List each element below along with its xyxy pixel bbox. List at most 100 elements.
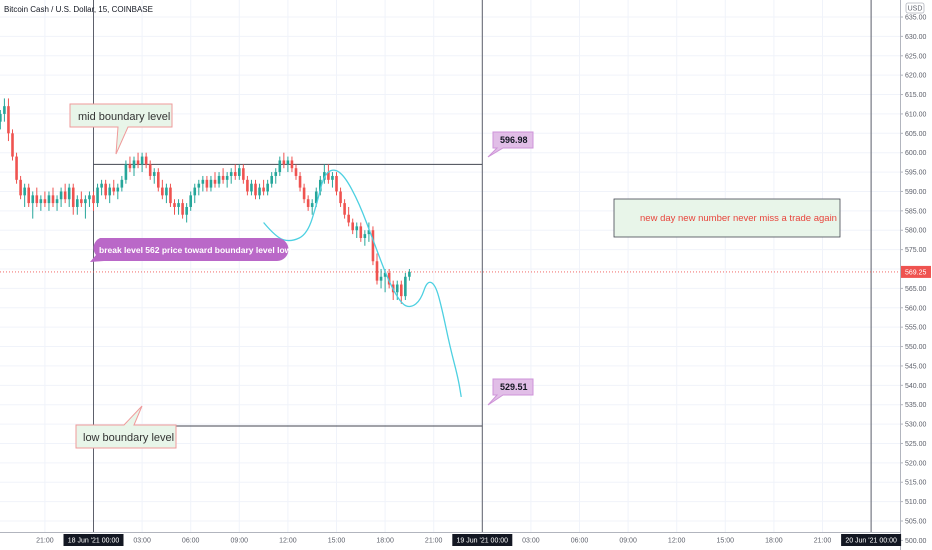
right-note-label: new day new number never miss a trade ag…	[640, 213, 837, 224]
price-tick-label: 500.00	[905, 538, 927, 545]
candle-body	[100, 183, 103, 188]
candle-body	[404, 276, 407, 297]
current-price-label: 569.25	[905, 269, 927, 276]
candle-body	[278, 160, 282, 173]
candle	[15, 152, 18, 184]
candle	[331, 172, 334, 188]
candle-body	[339, 191, 342, 204]
candle	[242, 164, 245, 184]
candle	[323, 164, 326, 184]
candle-body	[104, 183, 107, 196]
candle-body	[217, 175, 221, 184]
time-tick-label: 21:00	[36, 538, 54, 545]
candle	[100, 179, 103, 196]
candle-body	[67, 187, 71, 200]
lower-level-label: 529.51	[500, 382, 528, 392]
candle-body	[43, 199, 47, 204]
price-tick-label: 560.00	[905, 305, 927, 312]
candle	[157, 168, 160, 192]
candle-body	[205, 179, 209, 188]
candle	[225, 172, 229, 188]
candle	[282, 152, 286, 169]
candle	[43, 191, 47, 207]
candle-body	[343, 203, 346, 215]
price-tick-label: 505.00	[905, 519, 927, 526]
candle-body	[84, 199, 87, 204]
time-axis-bg	[0, 532, 900, 550]
time-tick-label: 12:00	[279, 538, 297, 545]
price-axis[interactable]: USD 500.00 505.00 510.00 515.00 520.00 525.00 5…	[900, 0, 932, 550]
currency-badge-box	[905, 2, 925, 14]
candle-body	[201, 179, 205, 184]
candle	[161, 179, 164, 200]
candle	[238, 164, 241, 180]
candle-body	[233, 172, 237, 176]
date-badge-bg	[452, 534, 513, 546]
candle	[88, 191, 91, 207]
candle	[367, 222, 371, 242]
price-tick-label: 525.00	[905, 441, 927, 448]
candle-body	[15, 156, 18, 180]
price-tick-label: 535.00	[905, 402, 927, 409]
candle	[84, 195, 87, 219]
candle	[298, 172, 302, 192]
date-badge: 19 Jun '21 00:00	[452, 534, 513, 546]
price-tick-label: 530.00	[905, 422, 927, 429]
candle	[165, 183, 168, 204]
candle-body	[331, 175, 334, 180]
time-tick-label: 15:00	[717, 538, 735, 545]
price-tick-label: 515.00	[905, 480, 927, 487]
candle-body	[367, 230, 371, 235]
time-axis[interactable]: 21:00 18 Jun '21 00:00 03:00 06:00 09:00 12:0…	[0, 532, 902, 550]
time-tick-label: 03:00	[522, 538, 540, 545]
candle-body	[298, 175, 302, 188]
date-badge-label: 18 Jun '21 00:00	[68, 538, 120, 545]
candle	[7, 98, 10, 142]
candle-body	[80, 199, 83, 204]
candle-body	[185, 206, 188, 215]
candle-body	[31, 195, 35, 204]
date-badge-label: 19 Jun '21 00:00	[457, 538, 509, 545]
candle	[148, 160, 152, 180]
price-tick-label: 555.00	[905, 325, 927, 332]
date-badge-label: 20 Jun '21 00:00	[845, 538, 897, 545]
candle	[359, 222, 363, 242]
candle-body	[3, 106, 6, 114]
candle	[108, 183, 111, 204]
time-tick-label: 06:00	[571, 538, 589, 545]
candle-body	[229, 172, 233, 176]
current-price-badge: 569.25	[901, 265, 931, 278]
candle	[27, 183, 30, 207]
date-badge: 18 Jun '21 00:00	[63, 534, 124, 546]
candle	[371, 226, 375, 266]
candle	[116, 183, 120, 200]
candle	[217, 172, 221, 188]
annotations: mid boundary level low boundary level brea…	[69, 103, 841, 449]
candle	[294, 164, 298, 180]
candle	[80, 191, 83, 207]
candle-body	[294, 168, 298, 176]
upper-level-callout: 596.98	[487, 131, 534, 158]
candle-body	[242, 168, 245, 180]
candle	[181, 199, 184, 219]
candle-body	[11, 133, 14, 157]
candle-body	[96, 187, 99, 204]
candle-body	[7, 106, 10, 134]
candle-body	[383, 272, 387, 277]
candle	[0, 110, 2, 130]
candle	[31, 191, 35, 219]
price-box	[487, 378, 534, 406]
candle-body	[144, 156, 148, 165]
candle	[286, 156, 290, 173]
candle	[351, 218, 354, 235]
price-tick-label: 545.00	[905, 363, 927, 370]
candle-body	[379, 276, 383, 281]
candle	[136, 152, 140, 169]
date-badge: 20 Jun '21 00:00	[841, 534, 902, 546]
candle-body	[23, 187, 26, 196]
candle	[229, 168, 233, 184]
candle-body	[375, 261, 379, 281]
price-tick-label: 615.00	[905, 92, 927, 99]
chart-title: Bitcoin Cash / U.S. Dollar, 15, COINBASE	[4, 5, 153, 14]
